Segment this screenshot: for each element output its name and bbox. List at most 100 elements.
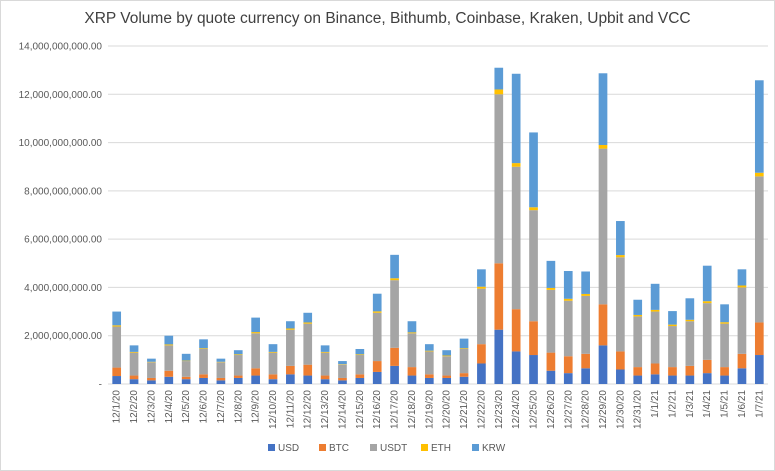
x-tick-label: 12/8/20: [233, 390, 244, 424]
bar-segment-krw: [633, 299, 643, 315]
bar-segment-usd: [112, 376, 122, 384]
bar-segment-btc: [616, 351, 625, 370]
y-tick-label: 10,000,000,000.00: [19, 138, 103, 149]
bar-segment-usd: [459, 376, 469, 384]
bar-segment-btc: [233, 375, 243, 378]
bar-segment-btc: [720, 367, 729, 376]
bar-segment-btc: [199, 374, 208, 378]
bar-segment-usdt: [181, 361, 191, 377]
bar-segment-krw: [251, 317, 260, 333]
bar-segment-usdt: [129, 352, 139, 376]
bar-segment-usd: [372, 371, 382, 384]
bar-segment-krw: [494, 67, 504, 90]
bar-segment-krw: [702, 265, 712, 302]
bar-segment-usd: [320, 379, 330, 384]
y-tick-label: 8,000,000,000.00: [24, 186, 102, 197]
bar-segment-usd: [147, 380, 156, 384]
bar-segment-krw: [546, 260, 556, 288]
bar-segment-usdt: [286, 329, 295, 366]
bar-segment-krw: [112, 311, 122, 326]
bar-segment-eth: [164, 344, 174, 346]
bar-segment-krw: [581, 271, 590, 294]
x-tick-label: 12/22/20: [476, 390, 487, 429]
x-tick-label: 12/10/20: [268, 390, 279, 429]
bar-segment-btc: [494, 263, 504, 330]
bar-segment-btc: [320, 375, 330, 380]
bar-segment-usdt: [720, 323, 729, 368]
y-tick-label: 12,000,000,000.00: [19, 90, 103, 101]
legend-swatch-usd: [268, 444, 275, 451]
bar-segment-krw: [685, 298, 695, 320]
bar-segment-eth: [633, 314, 643, 317]
bar-segment-usd: [754, 355, 764, 384]
bar-segment-usdt: [355, 355, 365, 375]
bar-segment-usdt: [338, 364, 347, 378]
x-tick-label: 1/5/21: [720, 390, 731, 418]
bar-segment-usd: [338, 380, 347, 384]
bar-segment-usdt: [459, 348, 469, 374]
bar-segment-usdt: [754, 176, 764, 323]
bar-segment-usd: [529, 355, 538, 384]
x-tick-label: 1/4/21: [702, 390, 713, 418]
bar-segment-usdt: [546, 289, 556, 353]
bar-segment-eth: [442, 355, 452, 357]
x-tick-label: 12/1/20: [112, 390, 123, 424]
x-tick-label: 12/31/20: [633, 390, 644, 429]
y-tick-label: 6,000,000,000.00: [24, 235, 102, 246]
bar-segment-usd: [633, 375, 643, 384]
bar-segment-eth: [546, 287, 556, 290]
bar-segment-usdt: [511, 166, 521, 310]
bar-segment-usd: [390, 365, 399, 384]
bar-segment-eth: [668, 324, 677, 327]
bar-segment-usdt: [112, 326, 122, 368]
bar-segment-usdt: [372, 312, 382, 362]
bar-segment-btc: [650, 363, 660, 375]
bar-segment-krw: [233, 350, 243, 355]
bar-segment-btc: [737, 353, 747, 369]
bar-segment-usd: [616, 369, 625, 384]
bar-segment-usd: [129, 379, 139, 384]
x-tick-label: 12/13/20: [320, 390, 331, 429]
x-tick-label: 12/2/20: [129, 390, 140, 424]
bar-segment-btc: [407, 367, 417, 376]
bar-segment-eth: [563, 298, 573, 301]
bar-segment-usd: [181, 379, 191, 384]
bar-segment-usdt: [668, 326, 677, 368]
bar-segment-usdt: [598, 148, 608, 305]
bar-segment-usdt: [233, 355, 243, 376]
bar-segment-usdt: [616, 257, 625, 352]
bar-segment-eth: [650, 309, 660, 312]
x-tick-label: 12/5/20: [181, 390, 192, 424]
bar-segment-usd: [720, 375, 729, 384]
bar-segment-krw: [199, 339, 208, 349]
bar-segment-krw: [164, 335, 174, 345]
bar-segment-eth: [390, 278, 399, 281]
legend-swatch-usdt: [370, 444, 377, 451]
bar-segment-krw: [511, 73, 521, 164]
bar-segment-krw: [650, 283, 660, 310]
bar-segment-btc: [216, 377, 226, 381]
bar-segment-usdt: [303, 323, 313, 365]
bar-segment-usd: [668, 375, 677, 384]
bar-segment-btc: [511, 309, 521, 352]
bar-segment-usdt: [494, 94, 504, 264]
legend-label-krw: KRW: [482, 443, 506, 454]
bar-segment-btc: [546, 352, 556, 371]
x-tick-label: 12/3/20: [146, 390, 157, 424]
bar-segment-usdt: [268, 352, 278, 375]
bar-segment-krw: [737, 269, 747, 286]
x-tick-label: 1/1/21: [650, 390, 661, 418]
bar-segment-btc: [459, 373, 469, 377]
x-tick-label: 12/26/20: [546, 390, 557, 429]
bar-segment-eth: [685, 319, 695, 322]
x-tick-label: 12/16/20: [372, 390, 383, 429]
chart-title: XRP Volume by quote currency on Binance,…: [84, 10, 691, 27]
bar-segment-usd: [303, 375, 313, 384]
x-tick-label: 12/9/20: [251, 390, 262, 424]
bar-segment-usdt: [633, 316, 643, 368]
bar-segment-eth: [424, 350, 434, 352]
bar-segment-eth: [737, 285, 747, 288]
bar-segment-eth: [477, 286, 486, 289]
bar-segment-eth: [754, 172, 764, 177]
